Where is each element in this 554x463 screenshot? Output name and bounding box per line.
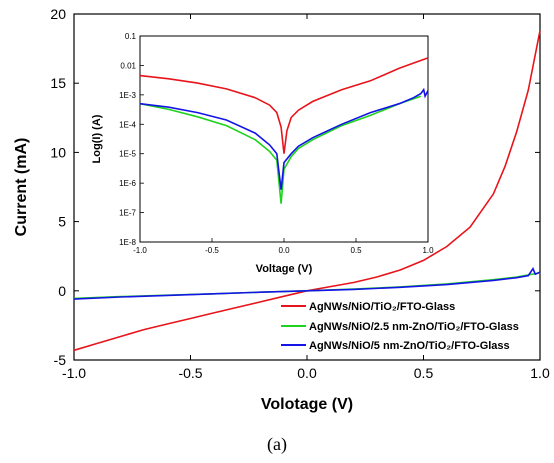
inset-x-tick-label: -0.5	[205, 246, 219, 255]
inset-x-axis-title: Voltage (V)	[256, 263, 313, 275]
main-x-tick-label: -1.0	[62, 365, 86, 381]
main-y-tick-label: 5	[58, 214, 66, 230]
inset-chart: -1.0 -0.5 0.0 0.5 1.0 1E-81E-71E-61E-51E-41E…	[91, 32, 434, 275]
main-x-tick-label: -0.5	[178, 365, 202, 381]
legend-label: AgNWs/NiO/5 nm-ZnO/TiO₂/FTO-Glass	[309, 340, 510, 352]
main-y-ticks: -5 0 5 10 15 20	[50, 6, 540, 368]
inset-x-ticks: -1.0 -0.5 0.0 0.5 1.0	[133, 238, 434, 255]
inset-y-tick-label: 1E-8	[119, 238, 136, 247]
inset-x-tick-label: 0.5	[350, 246, 362, 255]
legend: AgNWs/NiO/TiO₂/FTO-Glass AgNWs/NiO/2.5 n…	[281, 301, 519, 352]
main-x-ticks: -1.0 -0.5 0.0 0.5 1.0	[62, 14, 550, 381]
inset-y-tick-label: 0.1	[125, 32, 137, 41]
inset-background	[140, 36, 428, 242]
inset-series-line-1	[139, 95, 422, 204]
main-y-axis-title: Current (mA)	[13, 138, 30, 237]
main-x-axis-title: Volotage (V)	[261, 396, 353, 413]
inset-y-axis-title: Log(I) (A)	[91, 114, 103, 163]
inset-y-tick-label: 0.01	[120, 61, 136, 70]
main-y-tick-label: 10	[50, 144, 66, 160]
main-y-tick-label: -5	[54, 352, 67, 368]
main-series-line-0	[73, 30, 541, 352]
legend-entry: AgNWs/NiO/5 nm-ZnO/TiO₂/FTO-Glass	[281, 340, 510, 352]
main-x-tick-label: 0.5	[414, 365, 434, 381]
inset-series-line-0	[139, 57, 429, 154]
main-y-tick-label: 15	[50, 75, 66, 91]
figure-caption: (a)	[267, 434, 287, 455]
legend-label: AgNWs/NiO/2.5 nm-ZnO/TiO₂/FTO-Glass	[309, 321, 519, 333]
inset-x-tick-label: 1.0	[422, 246, 434, 255]
inset-x-tick-label: -1.0	[133, 246, 147, 255]
legend-label: AgNWs/NiO/TiO₂/FTO-Glass	[309, 301, 455, 313]
inset-series-group	[139, 57, 429, 204]
legend-entry: AgNWs/NiO/TiO₂/FTO-Glass	[281, 301, 455, 313]
inset-y-tick-label: 1E-4	[119, 120, 136, 129]
main-series-line-2	[73, 267, 541, 300]
main-chart: -1.0 -0.5 0.0 0.5 1.0 -5 0 5 10 15 20 Volotage (V…	[13, 6, 550, 413]
main-series-group	[73, 30, 541, 352]
inset-y-tick-label: 1E-6	[119, 179, 136, 188]
inset-y-ticks: 1E-8 1E-7 1E-6 1E-5 1E-4 1E-3 0.01 0.1	[119, 32, 144, 247]
inset-x-tick-label: 0.0	[278, 246, 290, 255]
inset-series-line-2	[139, 87, 429, 190]
main-y-tick-label: 0	[58, 283, 66, 299]
main-x-tick-label: 0.0	[297, 365, 317, 381]
main-series-line-1	[73, 272, 541, 300]
main-y-tick-label: 20	[50, 6, 66, 22]
inset-y-tick-label: 1E-5	[119, 150, 136, 159]
inset-y-tick-label: 1E-7	[119, 209, 136, 218]
main-x-tick-label: 1.0	[530, 365, 550, 381]
legend-entry: AgNWs/NiO/2.5 nm-ZnO/TiO₂/FTO-Glass	[281, 321, 519, 333]
inset-y-tick-label: 1E-3	[119, 91, 136, 100]
